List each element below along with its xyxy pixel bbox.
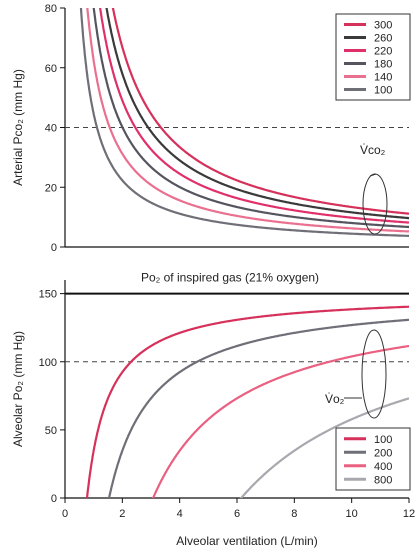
- y-tick-label-0-0: 0: [51, 242, 57, 254]
- annotation-label-1: V̇o₂: [325, 392, 345, 406]
- y-tick-label-1-0: 0: [51, 493, 57, 505]
- y-tick-label-1-100: 100: [39, 357, 57, 369]
- y-tick-label-0-20: 20: [45, 182, 57, 194]
- y-axis-label-0: Arterial Pco₂ (mm Hg): [11, 69, 25, 186]
- legend-label-0-180: 180: [374, 59, 392, 71]
- y-tick-label-1-50: 50: [45, 425, 57, 437]
- x-tick-label-10: 10: [346, 508, 358, 520]
- legend-label-0-260: 260: [374, 33, 392, 45]
- x-tick-label-4: 4: [177, 508, 183, 520]
- series-line-0-260: [105, 8, 409, 220]
- series-line-0-100: [79, 8, 409, 237]
- legend-box-0: [335, 13, 411, 101]
- x-tick-label-12: 12: [403, 508, 415, 520]
- legend-label-1-400: 400: [374, 461, 392, 473]
- x-tick-label-6: 6: [234, 508, 240, 520]
- series-line-1-100: [85, 305, 409, 498]
- legend-label-0-140: 140: [374, 72, 392, 84]
- series-line-0-140: [86, 8, 409, 233]
- legend-label-0-220: 220: [374, 46, 392, 58]
- series-line-0-180: [92, 8, 409, 229]
- series-line-1-800: [239, 397, 409, 498]
- legend-label-1-800: 800: [374, 474, 392, 486]
- legend-label-0-300: 300: [374, 20, 392, 32]
- y-tick-label-1-150: 150: [39, 289, 57, 301]
- inspired-gas-label: Po₂ of inspired gas (21% oxygen): [141, 271, 319, 285]
- series-line-1-200: [107, 318, 409, 498]
- y-tick-label-0-80: 80: [45, 3, 57, 15]
- series-line-0-220: [98, 8, 409, 224]
- annotation-label-0: V̇co₂: [360, 143, 386, 157]
- series-line-1-400: [151, 344, 409, 498]
- x-tick-label-0: 0: [62, 508, 68, 520]
- y-tick-label-0-40: 40: [45, 123, 57, 135]
- x-tick-label-2: 2: [119, 508, 125, 520]
- legend-label-1-200: 200: [374, 447, 392, 459]
- annotation-ellipse-1: [361, 329, 387, 419]
- annotation-leader-0: [369, 173, 377, 177]
- legend-label-0-100: 100: [374, 85, 392, 97]
- legend-label-1-100: 100: [374, 434, 392, 446]
- x-axis-label: Alveolar ventilation (L/min): [176, 534, 317, 548]
- x-tick-label-8: 8: [291, 508, 297, 520]
- y-axis-label-1: Alveolar Po₂ (mm Hg): [11, 331, 25, 447]
- y-tick-label-0-60: 60: [45, 63, 57, 75]
- series-line-0-300: [111, 8, 409, 215]
